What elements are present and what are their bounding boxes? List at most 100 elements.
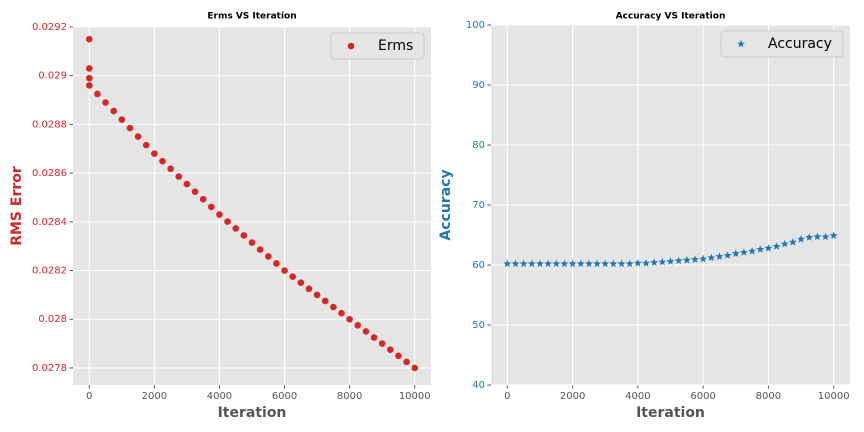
point (584, 259, 593, 268)
point (264, 253, 272, 260)
point (370, 334, 378, 341)
x-tick-label: 10000 (399, 391, 431, 402)
point (788, 238, 797, 246)
point (772, 242, 781, 250)
point (183, 180, 191, 188)
point (216, 211, 223, 218)
point (256, 246, 264, 253)
point (240, 232, 248, 239)
point (297, 279, 305, 287)
point (593, 259, 602, 268)
point (699, 254, 708, 263)
point (682, 256, 691, 264)
chart-title: Erms VS Iteration (207, 12, 296, 22)
point (289, 273, 296, 280)
point (151, 150, 158, 157)
point (797, 235, 806, 243)
point (552, 259, 561, 268)
point (511, 259, 520, 268)
y-tick-label: 80 (472, 140, 485, 151)
y-tick-label: 0.0278 (32, 363, 67, 374)
y-tick-label: 0.028 (38, 314, 67, 325)
point (118, 116, 126, 123)
point (134, 133, 142, 140)
point (658, 257, 667, 266)
y-axis-label: Accuracy (438, 169, 454, 240)
point (731, 249, 740, 257)
point (224, 218, 231, 225)
point (86, 65, 93, 72)
point (560, 259, 569, 268)
x-tick-label: 4000 (625, 391, 650, 402)
point (674, 256, 683, 265)
point (519, 259, 528, 268)
point (544, 259, 553, 268)
point (748, 247, 757, 255)
legend-marker (347, 42, 355, 50)
y-axis-label: RMS Error (9, 166, 25, 246)
point (568, 259, 577, 268)
point (395, 352, 402, 360)
point (159, 157, 166, 165)
point (362, 328, 370, 335)
point (86, 82, 93, 89)
point (94, 90, 101, 98)
x-tick-label: 8000 (337, 391, 362, 402)
y-tick-label: 0.029 (38, 71, 67, 82)
legend-box (720, 30, 844, 58)
point (527, 259, 536, 268)
point (281, 267, 288, 274)
point (102, 99, 109, 106)
point (273, 260, 280, 267)
point (330, 303, 337, 311)
point (199, 195, 207, 203)
plot-area (73, 27, 431, 385)
point (503, 259, 512, 268)
point (85, 35, 93, 43)
point (601, 259, 610, 268)
legend-box (330, 32, 425, 60)
point (780, 239, 789, 248)
y-tick-label: 90 (472, 80, 485, 91)
x-tick-label: 10000 (818, 391, 850, 402)
point (690, 255, 699, 263)
point (756, 245, 765, 253)
legend-marker (737, 39, 745, 48)
x-tick-label: 2000 (560, 391, 585, 402)
point (354, 322, 362, 329)
x-tick-label: 6000 (690, 391, 715, 402)
point (829, 231, 838, 239)
point (609, 259, 618, 268)
point (378, 340, 386, 347)
x-axis-label: Iteration (636, 405, 705, 421)
point (142, 141, 150, 149)
point (625, 259, 634, 268)
point (403, 358, 410, 366)
point (633, 259, 642, 267)
point (650, 258, 659, 266)
point (813, 232, 822, 241)
point (232, 225, 240, 232)
point (617, 259, 626, 268)
point (305, 285, 313, 293)
y-tick-label: 0.0282 (32, 266, 67, 277)
point (821, 232, 830, 241)
point (535, 259, 544, 268)
x-tick-label: 6000 (272, 391, 297, 402)
y-tick-label: 0.0288 (32, 119, 67, 130)
y-tick-label: 0.0286 (32, 168, 67, 179)
chart-title: Accuracy VS Iteration (616, 12, 726, 22)
y-tick-label: 60 (472, 260, 485, 271)
point (764, 244, 773, 252)
y-tick-label: 70 (472, 200, 485, 211)
legend-label: Erms (378, 38, 413, 54)
point (338, 309, 345, 317)
point (387, 346, 394, 353)
point (86, 74, 93, 82)
point (723, 251, 732, 259)
point (110, 107, 117, 115)
y-tick-label: 0.0292 (32, 22, 67, 33)
point (642, 259, 651, 267)
point (739, 248, 748, 256)
